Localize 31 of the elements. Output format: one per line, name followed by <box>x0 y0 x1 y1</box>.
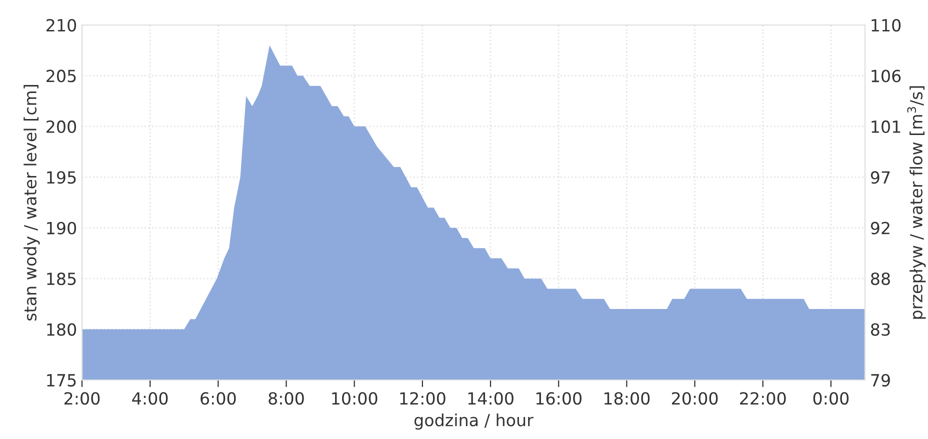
y2-tick-label: 101 <box>872 120 900 134</box>
y-tick-label: 185 <box>47 272 76 286</box>
x-tick-label: 22:00 <box>740 392 786 405</box>
x-tick-label: 14:00 <box>468 392 514 405</box>
y-tick-label: 205 <box>46 70 76 82</box>
x-tick-label: 12:00 <box>400 392 446 405</box>
x-tick-label: 6:00 <box>200 392 236 405</box>
y2-tick-label: 97 <box>870 171 890 184</box>
y2-axis-title: przepływ / water flow [m$^{3}$/s] <box>907 86 926 319</box>
y-tick-label: 175 <box>47 374 76 387</box>
x-axis-title: godzina / hour <box>414 413 534 430</box>
y2-tick-label: 92 <box>870 222 890 234</box>
y2-tick-label: 79 <box>871 374 890 387</box>
y-tick-label: 200 <box>46 120 76 133</box>
y2-tick-label: 106 <box>872 70 901 82</box>
y-tick-label: 180 <box>47 323 76 336</box>
y-tick-label: 210 <box>46 18 76 32</box>
x-tick-label: 16:00 <box>536 392 582 405</box>
x-tick-label: 20:00 <box>672 392 718 405</box>
y-tick-label: 195 <box>47 171 76 184</box>
x-tick-label: 4:00 <box>132 392 168 405</box>
x-tick-label: 10:00 <box>332 392 378 405</box>
x-tick-label: 8:00 <box>268 392 304 405</box>
x-tick-label: 18:00 <box>604 392 650 405</box>
y2-tick-label: 110 <box>872 18 901 32</box>
x-tick-label: 0:00 <box>813 392 849 405</box>
y-tick-label: 190 <box>47 222 76 234</box>
x-tick-label: 2:00 <box>64 392 100 405</box>
y2-tick-label: 88 <box>870 272 890 286</box>
y-axis-title: stan wody / water level [cm] <box>24 84 40 321</box>
y2-tick-label: 83 <box>870 323 890 336</box>
